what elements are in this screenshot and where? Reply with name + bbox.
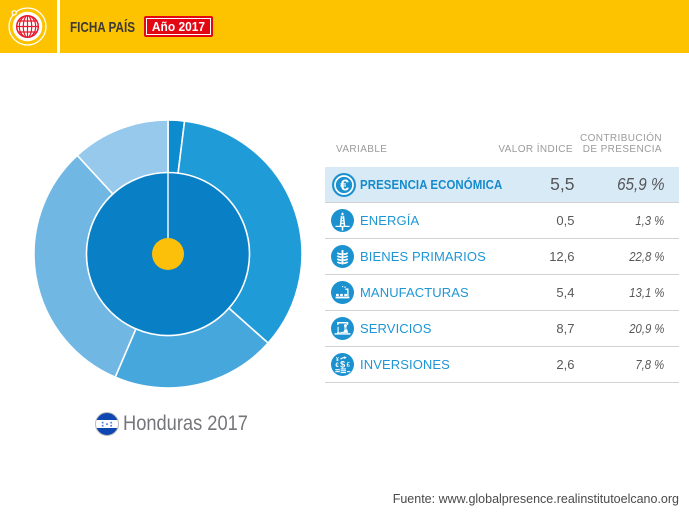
- svg-text:€: €: [340, 177, 349, 194]
- svg-text:€: €: [335, 363, 339, 369]
- svg-text:£: £: [346, 362, 350, 368]
- svg-text:¥: ¥: [336, 357, 339, 363]
- svg-text:$: $: [340, 359, 345, 369]
